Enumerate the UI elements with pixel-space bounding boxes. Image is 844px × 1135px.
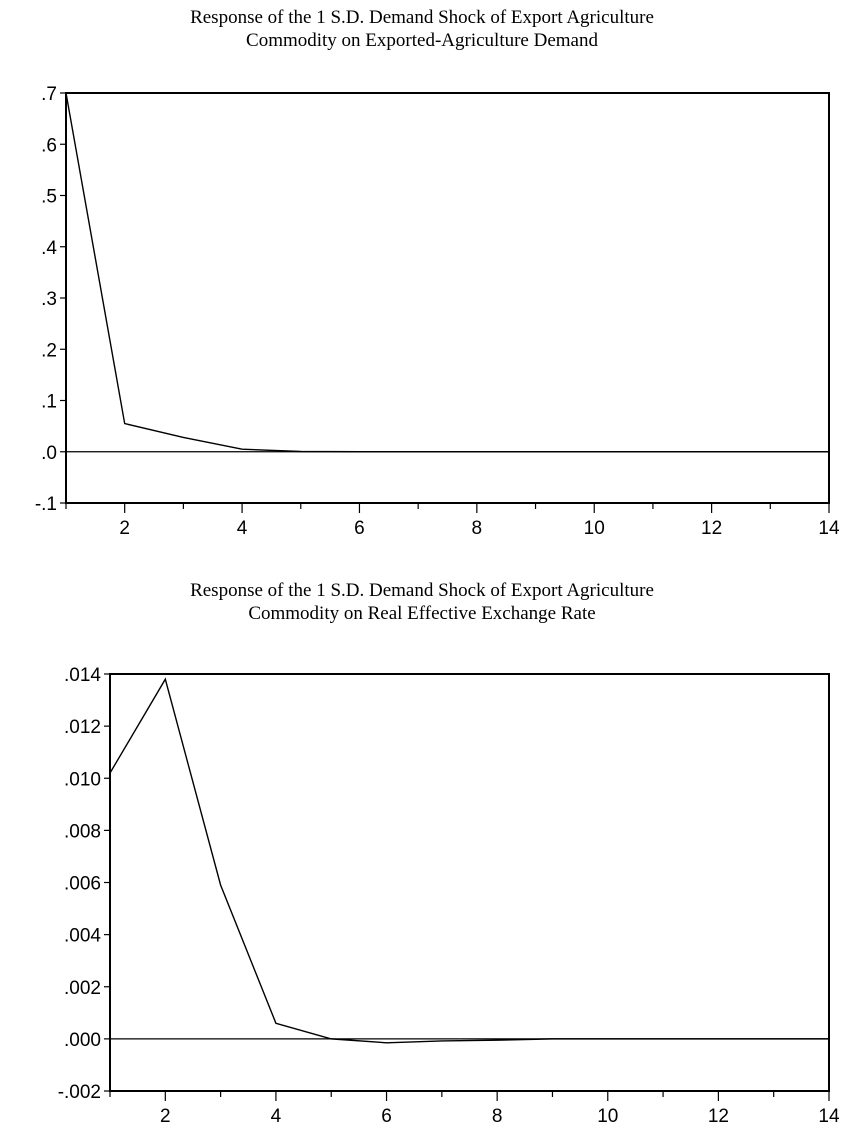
chart-1-title-line-1: Response of the 1 S.D. Demand Shock of E…	[190, 7, 654, 28]
chart-2-title-line-1: Response of the 1 S.D. Demand Shock of E…	[190, 580, 654, 601]
chart-2-plot-frame	[109, 673, 830, 1092]
chart-2-title-line-2: Commodity on Real Effective Exchange Rat…	[248, 603, 596, 624]
chart-2-y-tick-label: .012	[64, 717, 101, 738]
chart-1-x-tick-label: 8	[472, 518, 483, 539]
chart-2-y-tick-label: .008	[64, 821, 101, 842]
chart-2-x-tick-label: 10	[597, 1106, 618, 1127]
chart-1-y-tick-label: .5	[41, 187, 57, 208]
chart-1-y-tick-label: .4	[41, 238, 57, 259]
chart-1-y-tick-label: .0	[41, 443, 57, 464]
chart-2-y-tick-label: .014	[64, 665, 101, 686]
chart-1-y-tick-label: .2	[41, 340, 57, 361]
chart-1-x-tick-label: 14	[818, 518, 840, 539]
chart-2-y-tick-label: .000	[64, 1030, 101, 1051]
chart-1-y-tick-label: .1	[41, 392, 57, 413]
chart-1: -.1 .0 .1 .2 .3 .4 .5 .6 .7 2 4 6 8 10 12 14	[35, 84, 840, 539]
chart-2-x-tick-label: 14	[818, 1106, 840, 1127]
chart-2-x-tick-label: 8	[492, 1106, 503, 1127]
chart-2-x-tick-label: 4	[271, 1106, 282, 1127]
chart-1-x-tick-label: 2	[119, 518, 130, 539]
chart-2-y-tick-label: .010	[64, 769, 101, 790]
chart-1-title-line-2: Commodity on Exported-Agriculture Demand	[246, 30, 598, 51]
chart-1-x-tick-label: 10	[584, 518, 605, 539]
chart-2-y-tick-label: -.002	[58, 1082, 101, 1103]
chart-2-x-tick-label: 12	[708, 1106, 729, 1127]
chart-1-y-tick-label: .6	[41, 135, 57, 156]
chart-2-y-tick-label: .006	[64, 874, 101, 895]
chart-1-x-tick-label: 4	[237, 518, 248, 539]
chart-1-y-tick-label: .3	[41, 289, 57, 310]
chart-1-y-tick-label: -.1	[35, 494, 57, 515]
chart-2-title: Response of the 1 S.D. Demand Shock of E…	[0, 579, 844, 625]
chart-1-y-tick-label: .7	[41, 84, 57, 105]
chart-1-series-line	[65, 92, 829, 453]
chart-1-title: Response of the 1 S.D. Demand Shock of E…	[0, 6, 844, 52]
chart-2-y-tick-label: .004	[64, 926, 101, 947]
chart-1-x-tick-label: 6	[354, 518, 365, 539]
chart-2-x-tick-label: 6	[381, 1106, 392, 1127]
chart-2-y-tick-label: .002	[64, 978, 101, 999]
chart-2-x-tick-label: 2	[160, 1106, 171, 1127]
chart-1-x-tick-label: 12	[701, 518, 722, 539]
chart-2-series-line	[109, 677, 829, 1044]
